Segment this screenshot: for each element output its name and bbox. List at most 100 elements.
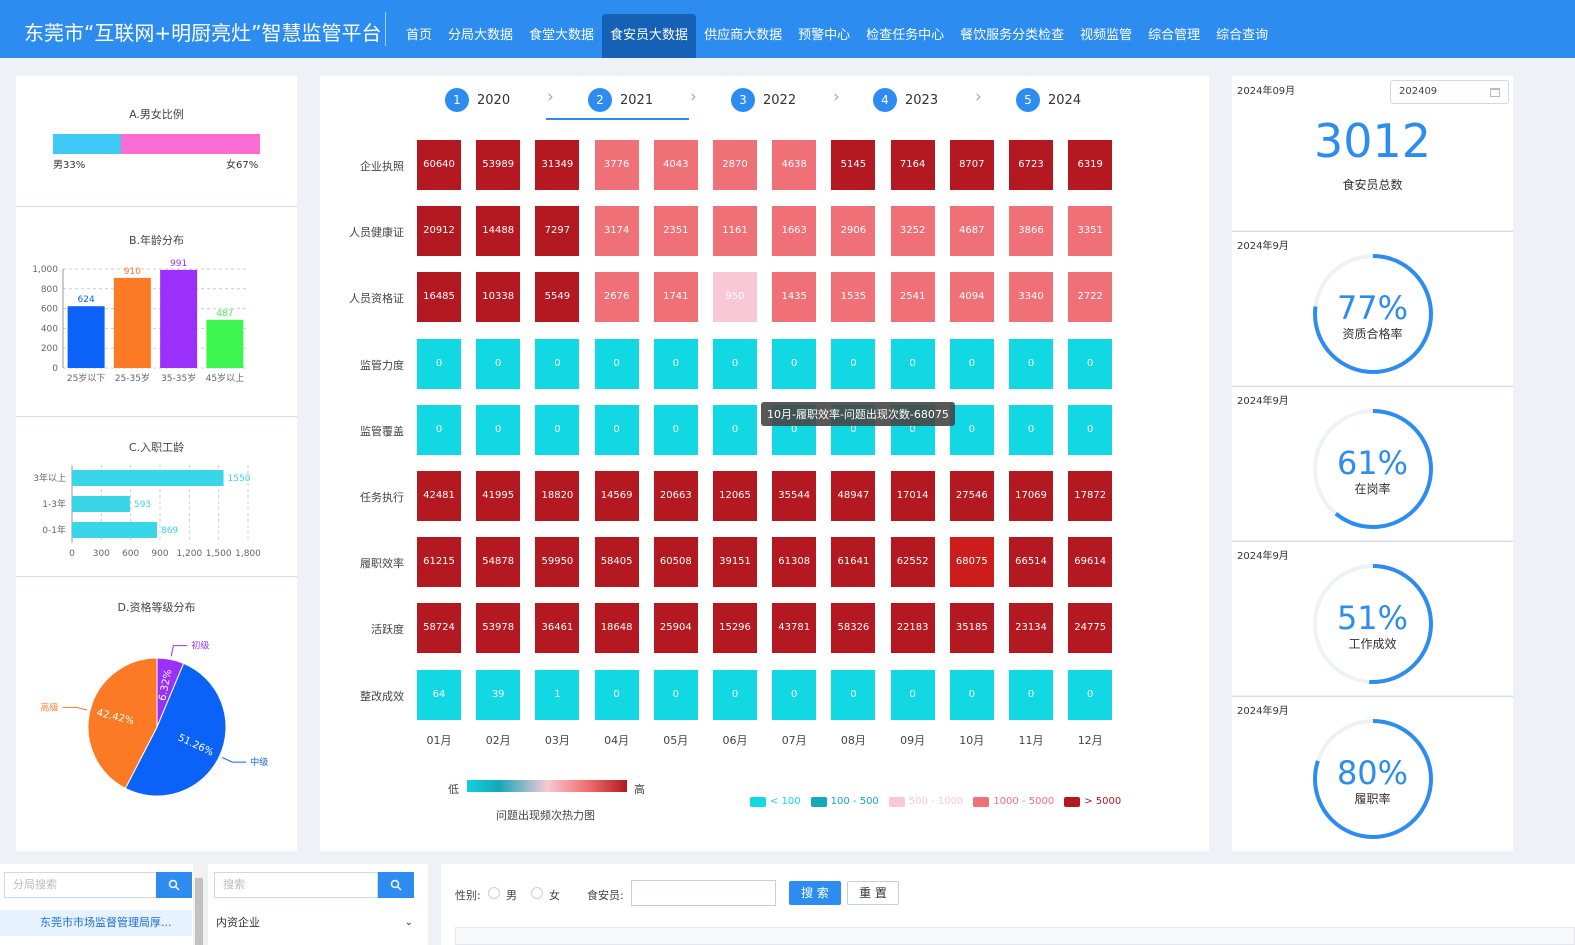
nav-item[interactable]: 检查任务中心 xyxy=(866,28,945,43)
heatmap-cell[interactable]: 0 xyxy=(1009,338,1053,389)
heatmap-cell[interactable]: 66514 xyxy=(1009,537,1053,588)
legend-item[interactable]: 500 - 1000 xyxy=(888,796,974,807)
heatmap-cell[interactable]: 1741 xyxy=(653,272,698,323)
heatmap-cell[interactable]: 0 xyxy=(594,338,639,389)
branch-search-button[interactable] xyxy=(156,872,192,898)
heatmap-cell[interactable]: 68075 xyxy=(949,537,994,588)
heatmap-cell[interactable]: 69614 xyxy=(1068,537,1113,588)
heatmap-cell[interactable]: 2870 xyxy=(713,140,757,190)
heatmap-cell[interactable]: 0 xyxy=(594,669,639,720)
heatmap-cell[interactable]: 61215 xyxy=(417,537,461,588)
heatmap-cell[interactable]: 0 xyxy=(653,669,698,720)
scrollbar-thumb[interactable] xyxy=(195,878,203,945)
year-step[interactable]: 2 2021 xyxy=(588,86,653,114)
heatmap-cell[interactable]: 36461 xyxy=(535,603,580,654)
heatmap-cell[interactable]: 3340 xyxy=(1009,272,1053,323)
heatmap-cell[interactable]: 24775 xyxy=(1068,603,1113,654)
heatmap-cell[interactable]: 3351 xyxy=(1068,206,1113,257)
company-type-select[interactable]: 内资企业 ⌄ xyxy=(208,912,423,934)
heatmap-cell[interactable]: 58724 xyxy=(417,603,461,654)
heatmap-cell[interactable]: 61308 xyxy=(772,537,817,588)
heatmap-cell[interactable]: 6723 xyxy=(1009,140,1053,190)
year-step[interactable]: 3 2022 xyxy=(731,86,796,114)
heatmap-cell[interactable]: 17014 xyxy=(890,471,935,521)
legend-item[interactable]: < 100 xyxy=(750,796,811,807)
heatmap-cell[interactable]: 39 xyxy=(476,669,521,720)
heatmap-cell[interactable]: 0 xyxy=(831,669,876,720)
heatmap-cell[interactable]: 0 xyxy=(417,338,461,389)
heatmap-cell[interactable]: 60640 xyxy=(417,140,461,190)
heatmap-cell[interactable]: 0 xyxy=(1009,404,1053,455)
company-search-button[interactable] xyxy=(378,872,414,898)
heatmap-cell[interactable]: 14488 xyxy=(476,206,521,257)
branch-search-input[interactable]: 分局搜索 xyxy=(4,872,158,898)
heatmap-cell[interactable]: 0 xyxy=(772,669,817,720)
heatmap-cell[interactable]: 0 xyxy=(949,338,994,389)
heatmap-cell[interactable]: 8707 xyxy=(949,140,994,190)
heatmap-cell[interactable]: 0 xyxy=(417,404,461,455)
heatmap-cell[interactable]: 0 xyxy=(535,338,580,389)
heatmap-cell[interactable]: 6319 xyxy=(1068,140,1113,190)
heatmap-cell[interactable]: 5145 xyxy=(831,140,876,190)
heatmap-cell[interactable]: 20663 xyxy=(653,471,698,521)
heatmap-cell[interactable]: 1535 xyxy=(831,272,876,323)
heatmap-cell[interactable]: 0 xyxy=(476,404,521,455)
heatmap-cell[interactable]: 4687 xyxy=(949,206,994,257)
nav-item[interactable]: 综合查询 xyxy=(1216,28,1269,43)
heatmap-cell[interactable]: 20912 xyxy=(417,206,461,257)
heatmap-cell[interactable]: 950 xyxy=(713,272,757,323)
heatmap-cell[interactable]: 18820 xyxy=(535,471,580,521)
heatmap-cell[interactable]: 1161 xyxy=(713,206,757,257)
heatmap-cell[interactable]: 0 xyxy=(890,669,935,720)
heatmap-cell[interactable]: 2676 xyxy=(594,272,639,323)
heatmap-cell[interactable]: 43781 xyxy=(772,603,817,654)
reset-button[interactable]: 重 置 xyxy=(847,881,899,905)
heatmap-cell[interactable]: 0 xyxy=(890,338,935,389)
heatmap-cell[interactable]: 0 xyxy=(831,338,876,389)
year-step[interactable]: 5 2024 xyxy=(1016,86,1081,114)
male-radio[interactable] xyxy=(488,887,500,899)
heatmap-cell[interactable]: 2906 xyxy=(831,206,876,257)
nav-item[interactable]: 食安员大数据 xyxy=(602,14,697,58)
female-radio[interactable] xyxy=(531,887,543,899)
heatmap-cell[interactable]: 23134 xyxy=(1009,603,1053,654)
tree-item-selected[interactable]: 东莞市市场监督管理局厚... xyxy=(0,910,192,936)
heatmap-cell[interactable]: 0 xyxy=(653,338,698,389)
heatmap-cell[interactable]: 48947 xyxy=(831,471,876,521)
heatmap-cell[interactable]: 35544 xyxy=(772,471,817,521)
heatmap-cell[interactable]: 2722 xyxy=(1068,272,1113,323)
heatmap-cell[interactable]: 0 xyxy=(1009,669,1053,720)
heatmap-cell[interactable]: 4043 xyxy=(653,140,698,190)
heatmap-cell[interactable]: 3252 xyxy=(890,206,935,257)
nav-item[interactable]: 视频监管 xyxy=(1080,28,1133,43)
year-step[interactable]: 4 2023 xyxy=(873,86,938,114)
heatmap-cell[interactable]: 59950 xyxy=(535,537,580,588)
heatmap-cell[interactable]: 3174 xyxy=(594,206,639,257)
heatmap-cell[interactable]: 18648 xyxy=(594,603,639,654)
year-step[interactable]: 1 2020 xyxy=(445,86,510,114)
heatmap-cell[interactable]: 42481 xyxy=(417,471,461,521)
heatmap-cell[interactable]: 53978 xyxy=(476,603,521,654)
heatmap-cell[interactable]: 16485 xyxy=(417,272,461,323)
heatmap-cell[interactable]: 25904 xyxy=(653,603,698,654)
legend-item[interactable]: 1000 - 5000 xyxy=(973,796,1064,807)
heatmap-cell[interactable]: 0 xyxy=(476,338,521,389)
month-picker[interactable]: 202409 xyxy=(1390,80,1509,104)
heatmap-cell[interactable]: 0 xyxy=(653,404,698,455)
heatmap-cell[interactable]: 35185 xyxy=(949,603,994,654)
heatmap-cell[interactable]: 2351 xyxy=(653,206,698,257)
heatmap-cell[interactable]: 0 xyxy=(949,669,994,720)
heatmap-cell[interactable]: 7164 xyxy=(890,140,935,190)
heatmap-cell[interactable]: 0 xyxy=(949,404,994,455)
heatmap-cell[interactable]: 14569 xyxy=(594,471,639,521)
heatmap-cell[interactable]: 1435 xyxy=(772,272,817,323)
heatmap-cell[interactable]: 54878 xyxy=(476,537,521,588)
nav-item[interactable]: 综合管理 xyxy=(1148,28,1201,43)
heatmap-cell[interactable]: 0 xyxy=(1068,338,1113,389)
heatmap-cell[interactable]: 3776 xyxy=(594,140,639,190)
company-search-input[interactable]: 搜索 xyxy=(214,872,378,898)
heatmap-cell[interactable]: 7297 xyxy=(535,206,580,257)
heatmap-cell[interactable]: 27546 xyxy=(949,471,994,521)
legend-item[interactable]: 100 - 500 xyxy=(810,796,889,807)
heatmap-cell[interactable]: 60508 xyxy=(653,537,698,588)
